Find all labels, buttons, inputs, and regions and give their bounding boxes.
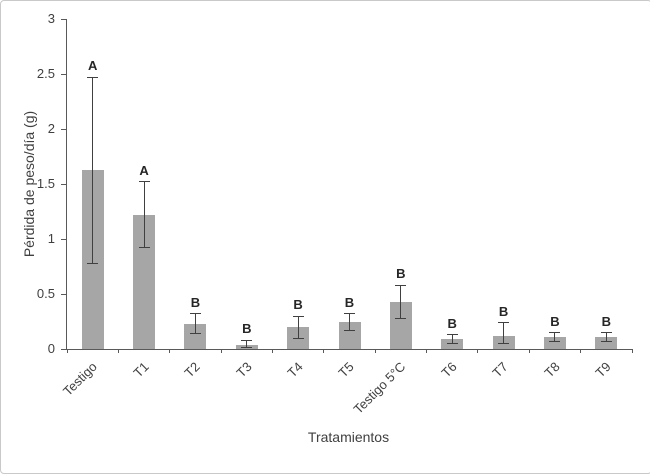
x-tick-label: T1	[130, 359, 152, 381]
error-bar-line	[246, 340, 248, 348]
y-tick-label: 2	[47, 121, 55, 136]
error-bar-cap-top	[600, 332, 612, 333]
error-bar-line	[194, 313, 196, 334]
error-bar-cap-top	[498, 322, 510, 324]
error-bar-line	[554, 332, 556, 342]
y-tick-label: 1.5	[36, 176, 55, 191]
error-bar-cap-bottom	[600, 340, 612, 342]
x-tick-mark	[477, 349, 479, 353]
bar	[595, 336, 618, 349]
y-tick-mark	[61, 238, 67, 240]
bar	[338, 321, 361, 349]
error-bar-cap-top	[241, 339, 253, 341]
x-tick-mark	[580, 349, 582, 353]
x-tick-mark	[169, 349, 171, 353]
x-tick-label: T3	[233, 359, 255, 381]
error-bar-line	[92, 77, 94, 264]
significance-letter: B	[498, 303, 509, 319]
y-tick-label: 2.5	[36, 66, 55, 81]
error-bar-cap-bottom	[87, 262, 99, 264]
y-tick-label: 0	[47, 341, 55, 356]
error-bar-cap-top	[292, 315, 304, 317]
y-tick-label: 1	[47, 231, 55, 246]
y-tick-mark	[61, 293, 67, 295]
error-bar-line	[349, 313, 350, 331]
error-bar-line	[297, 316, 299, 338]
error-bar-cap-top	[87, 76, 99, 78]
error-bar-cap-bottom	[498, 343, 510, 344]
error-bar-cap-bottom	[549, 340, 561, 342]
y-tick-mark	[61, 73, 67, 75]
y-tick-mark	[61, 18, 67, 20]
x-tick-mark	[528, 349, 530, 353]
bar	[133, 214, 156, 349]
error-bar-cap-top	[549, 332, 561, 333]
error-bar-cap-bottom	[395, 317, 407, 319]
significance-letter: B	[601, 313, 611, 329]
significance-letter: B	[190, 294, 201, 310]
x-tick-label: T6	[438, 359, 460, 381]
error-bar-cap-bottom	[241, 347, 253, 349]
plot-area: 0 0.5 1 1.5 2 2.5 3 A Testigo A T1 B T2 B T3 B T4 B T5 B Tes…	[37, 11, 633, 417]
error-bar-line	[605, 332, 607, 342]
x-tick-mark	[271, 349, 273, 353]
error-bar-cap-bottom	[344, 329, 355, 331]
error-bar-cap-bottom	[292, 337, 304, 339]
error-bar-cap-top	[446, 334, 458, 336]
significance-letter: B	[344, 294, 355, 310]
x-axis-title: Tratamientos	[307, 429, 390, 445]
error-bar-cap-bottom	[446, 343, 458, 344]
significance-letter: B	[396, 266, 406, 282]
error-bar-cap-top	[395, 284, 407, 286]
significance-letter: B	[242, 321, 252, 337]
error-bar-line	[451, 334, 453, 344]
significance-letter: B	[550, 313, 560, 329]
x-tick-label: T9	[592, 359, 614, 381]
x-tick-mark	[323, 349, 325, 353]
y-tick-label: 3	[47, 11, 55, 26]
error-bar-line	[143, 181, 145, 248]
x-tick-label: T2	[181, 359, 204, 381]
error-bar-cap-bottom	[189, 333, 201, 335]
x-tick-label: T4	[284, 359, 306, 381]
x-tick-label: Testigo	[60, 359, 101, 399]
y-tick-mark	[61, 183, 67, 185]
error-bar-line	[503, 322, 505, 344]
y-tick-mark	[61, 348, 67, 350]
x-tick-mark	[66, 349, 68, 353]
x-tick-label: T5	[335, 359, 358, 381]
x-tick-mark	[374, 349, 376, 353]
significance-letter: B	[293, 297, 303, 312]
significance-letter: B	[447, 315, 457, 331]
bar	[543, 336, 566, 349]
y-tick-mark	[61, 128, 67, 130]
error-bar-cap-top	[138, 181, 150, 183]
error-bar-line	[400, 285, 402, 319]
x-tick-mark	[426, 349, 428, 353]
x-tick-label: Testigo 5°C	[350, 359, 409, 417]
bar	[184, 323, 207, 349]
significance-letter: A	[139, 162, 149, 178]
y-tick-label: 0.5	[36, 286, 55, 301]
error-bar-cap-top	[189, 313, 201, 315]
bar	[389, 301, 412, 349]
error-bar-cap-bottom	[138, 247, 150, 249]
x-tick-mark	[220, 349, 222, 353]
error-bar-cap-top	[344, 313, 355, 315]
x-tick-mark	[117, 349, 119, 353]
x-tick-label: T7	[489, 359, 512, 381]
significance-letter: A	[87, 58, 98, 74]
bar	[441, 339, 464, 349]
x-tick-mark	[631, 349, 633, 353]
x-tick-label: T8	[541, 359, 563, 381]
